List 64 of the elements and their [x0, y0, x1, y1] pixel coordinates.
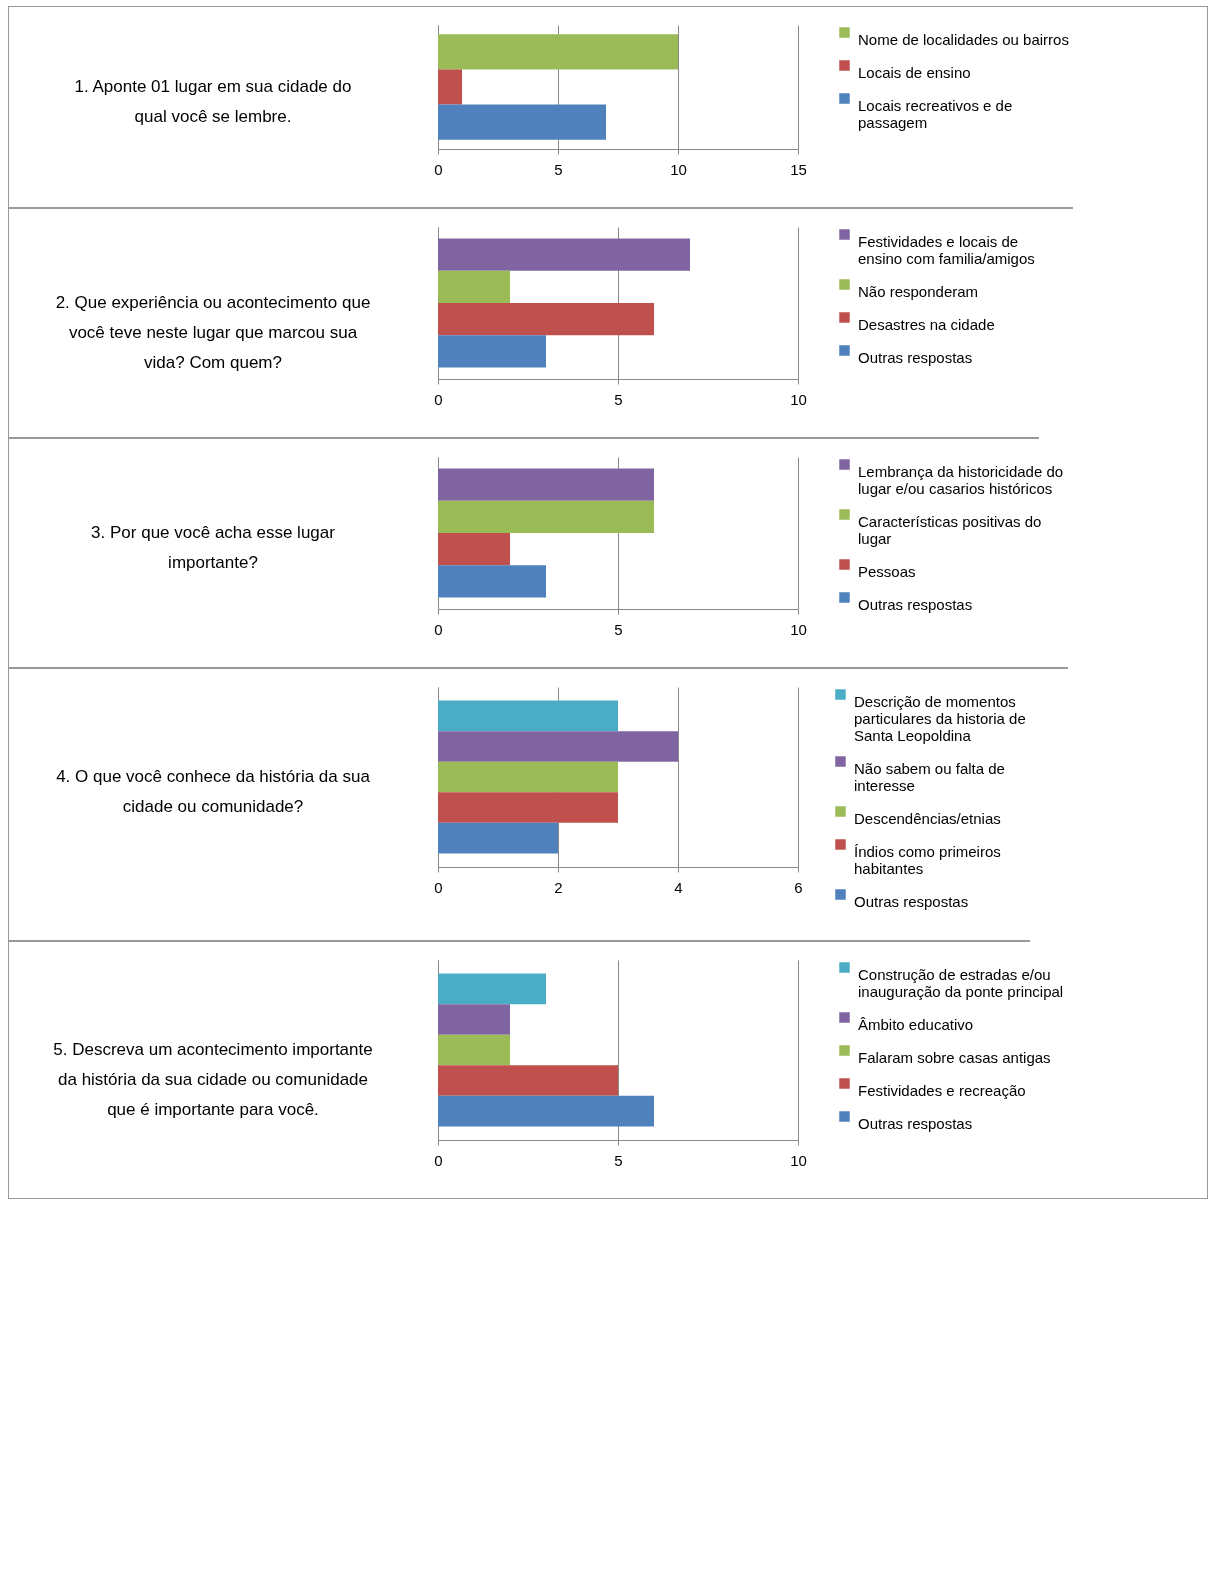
x-tick-label: 0: [434, 620, 443, 638]
x-tick-label: 5: [614, 390, 623, 408]
legend-label: Outras respostas: [854, 892, 969, 910]
x-tick-label: 10: [790, 390, 807, 408]
bar: [438, 69, 462, 105]
legend-label: Não sabem ou falta de interesse: [854, 759, 1005, 794]
text: 5. Descreva um acontecimento importante da história da sua cidade ou comunidade que é importante para você.: [53, 1040, 373, 1119]
x-tick-label: 0: [434, 1151, 443, 1169]
bar: [438, 822, 558, 854]
bar: [438, 700, 618, 732]
legend-label: Descrição de momentos particulares da historia de Santa Leopoldina: [854, 692, 1026, 744]
legend-label: Festividades e recreação: [858, 1081, 1026, 1099]
x-tick-label: 10: [790, 1151, 807, 1169]
text: 2. Que experiência ou acontecimento que você teve neste lugar que marcou sua vida? Com quem?: [55, 293, 371, 372]
x-tick-label: 2: [554, 878, 563, 896]
x-tick-label: 5: [554, 160, 563, 178]
legend-label: Lembrança da historicidade do lugar e/ou casarios históricos: [858, 462, 1064, 497]
x-tick-label: 15: [790, 160, 807, 178]
legend-label: Descendências/etnias: [854, 809, 1001, 827]
bar: [438, 792, 618, 823]
bar: [438, 1034, 510, 1066]
bar: [438, 34, 678, 70]
bar: [438, 761, 618, 793]
legend-label: Nome de localidades ou bairros: [858, 30, 1069, 48]
legend-label: Pessoas: [858, 562, 916, 580]
text: 4. O que você conhece da história da sua cidade ou comunidade?: [56, 767, 371, 816]
legend-label: Locais de ensino: [858, 63, 971, 81]
legend-label: Características positivas do lugar: [858, 512, 1042, 547]
bar: [438, 731, 678, 762]
x-tick-label: 10: [670, 160, 687, 178]
legend-label: Âmbito educativo: [858, 1015, 974, 1033]
legend-label: Outras respostas: [858, 348, 973, 366]
x-tick-label: 0: [434, 390, 443, 408]
x-tick-label: 0: [434, 878, 443, 896]
x-tick-label: 0: [434, 160, 443, 178]
text: 3. Por que você acha esse lugar importante?: [91, 523, 336, 572]
bar: [438, 565, 546, 598]
bar: [438, 104, 606, 140]
bar: [438, 303, 654, 336]
legend-label: Desastres na cidade: [858, 315, 995, 333]
legend-label: Locais recreativos e de passagem: [858, 96, 1013, 131]
bar: [438, 973, 546, 1005]
legend-label: Índios como primeiros habitantes: [854, 842, 1001, 877]
x-tick-label: 5: [614, 620, 623, 638]
bar: [438, 1065, 618, 1096]
bar: [438, 533, 510, 566]
bar: [438, 500, 654, 533]
x-tick-label: 5: [614, 1151, 623, 1169]
legend-label: Festividades e locais de ensino com familia/amigos: [858, 232, 1035, 267]
text: 1. Aponte 01 lugar em sua cidade do qual você se lembre.: [74, 77, 352, 126]
x-tick-label: 10: [790, 620, 807, 638]
bar: [438, 335, 546, 368]
legend-label: Outras respostas: [858, 595, 973, 613]
x-tick-label: 4: [674, 878, 683, 896]
x-tick-label: 6: [794, 878, 803, 896]
bar: [438, 238, 690, 271]
legend-label: Não responderam: [858, 282, 979, 300]
legend-label: Outras respostas: [858, 1114, 973, 1132]
bar: [438, 270, 510, 303]
legend-label: Falaram sobre casas antigas: [858, 1048, 1051, 1066]
bar: [438, 1004, 510, 1035]
bar: [438, 468, 654, 501]
bar: [438, 1095, 654, 1127]
legend-label: Construção de estradas e/ou inauguração da ponte principal: [858, 965, 1064, 1000]
